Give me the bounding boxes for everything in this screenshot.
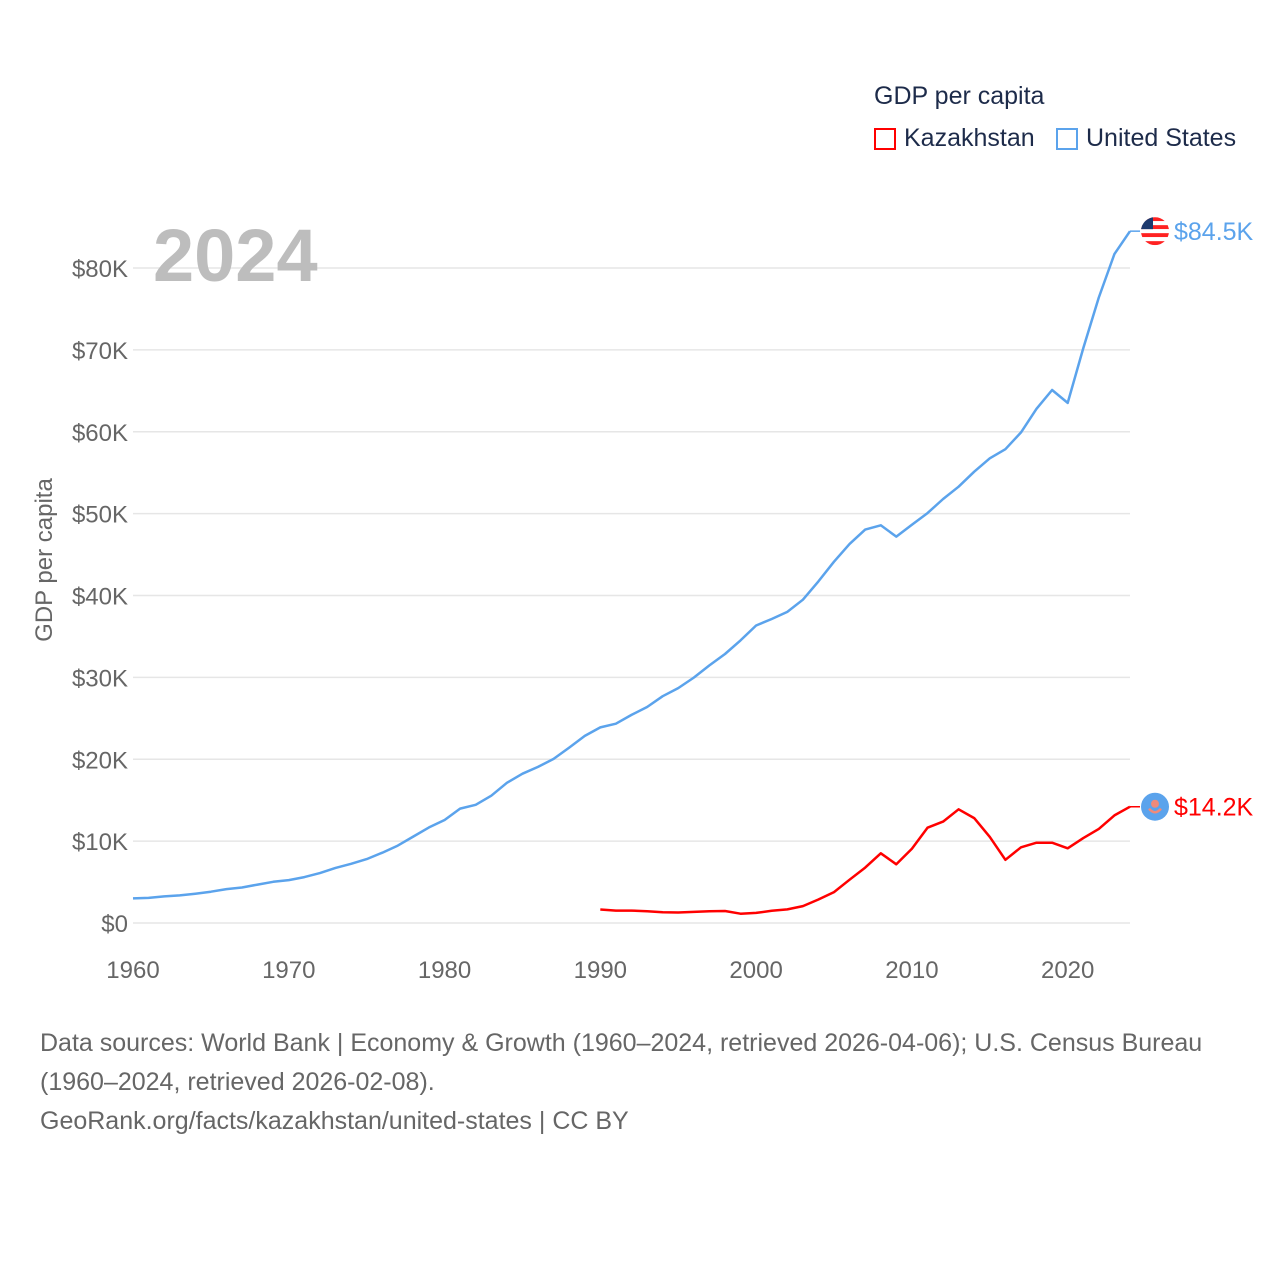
y-tick-label: $70K — [72, 338, 128, 365]
legend-swatch-united-states — [1056, 127, 1078, 150]
y-tick-label: $60K — [72, 420, 128, 447]
flag-eagle — [1148, 807, 1162, 814]
y-tick-label: $30K — [72, 665, 128, 692]
flag-stripe — [1141, 237, 1169, 242]
legend-label: United States — [1086, 124, 1237, 152]
year-label: 2024 — [153, 214, 318, 297]
flag-stripe — [1141, 241, 1169, 246]
flag-stripe — [1141, 221, 1169, 226]
flag-stripe — [1141, 217, 1169, 222]
flag-stripe — [1141, 233, 1169, 238]
attribution-link[interactable]: GeoRank.org/facts/kazakhstan/united-stat… — [40, 1107, 629, 1135]
end-value-label: $14.2K — [1174, 794, 1254, 822]
y-tick-label: $0 — [101, 911, 128, 938]
x-tick-label: 1970 — [262, 957, 315, 984]
flag-stripe — [1141, 229, 1169, 234]
y-tick-label: $20K — [72, 747, 128, 774]
y-axis-title: GDP per capita — [31, 478, 58, 642]
series-line-united-states — [132, 230, 1132, 900]
legend-item-kazakhstan[interactable]: Kazakhstan — [874, 124, 1035, 153]
source-note: Data sources: World Bank | Economy & Gro… — [40, 1029, 1203, 1096]
y-tick-label: $80K — [72, 256, 128, 283]
x-tick-label: 1960 — [106, 957, 159, 984]
x-tick-label: 2010 — [885, 957, 938, 984]
y-tick-label: $40K — [72, 584, 128, 611]
footer: Data sources: World Bank | Economy & Gro… — [40, 1024, 1240, 1141]
legend-title: GDP per capita — [874, 82, 1045, 110]
flag-canton — [1141, 217, 1153, 230]
x-tick-label: 1990 — [574, 957, 627, 984]
y-tick-label: $50K — [72, 502, 128, 529]
legend-item-united-states[interactable]: United States — [1056, 124, 1236, 153]
legend-swatch-kazakhstan — [874, 127, 896, 150]
x-tick-label: 1980 — [418, 957, 471, 984]
end-value-label: $84.5K — [1174, 218, 1254, 246]
x-tick-label: 2000 — [729, 957, 782, 984]
flag-stripe — [1141, 225, 1169, 230]
flag-sun — [1151, 799, 1159, 808]
legend-label: Kazakhstan — [904, 124, 1035, 152]
x-tick-label: 2020 — [1041, 957, 1094, 984]
y-tick-label: $10K — [72, 829, 128, 856]
series-line-kazakhstan — [600, 805, 1131, 915]
